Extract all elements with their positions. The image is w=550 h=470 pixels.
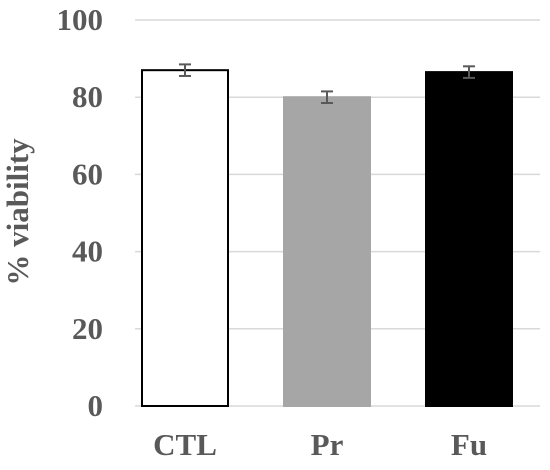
- y-tick-label-80: 80: [72, 79, 103, 114]
- x-category-label-ctl: CTL: [153, 427, 217, 462]
- y-tick-label-40: 40: [72, 234, 103, 269]
- x-category-label-pr: Pr: [311, 427, 344, 462]
- error-bar-pr: [321, 90, 333, 104]
- bars: [141, 69, 513, 408]
- error-bars: [179, 63, 475, 104]
- error-bar-fu: [463, 65, 475, 79]
- y-tick-label-20: 20: [72, 311, 103, 346]
- bar-fu: [425, 71, 513, 408]
- error-bar-ctl: [179, 63, 191, 77]
- bar-ctl: [141, 69, 229, 408]
- x-category-label-fu: Fu: [451, 427, 487, 462]
- bar-pr: [283, 96, 371, 407]
- y-tick-label-60: 60: [72, 156, 103, 191]
- x-axis-category-labels: CTL Pr Fu: [153, 427, 487, 462]
- y-axis-tick-labels: 0 20 40 60 80 100: [57, 2, 104, 423]
- y-tick-label-100: 100: [57, 2, 104, 37]
- y-axis-title: % viability: [0, 138, 35, 286]
- y-tick-label-0: 0: [88, 388, 104, 423]
